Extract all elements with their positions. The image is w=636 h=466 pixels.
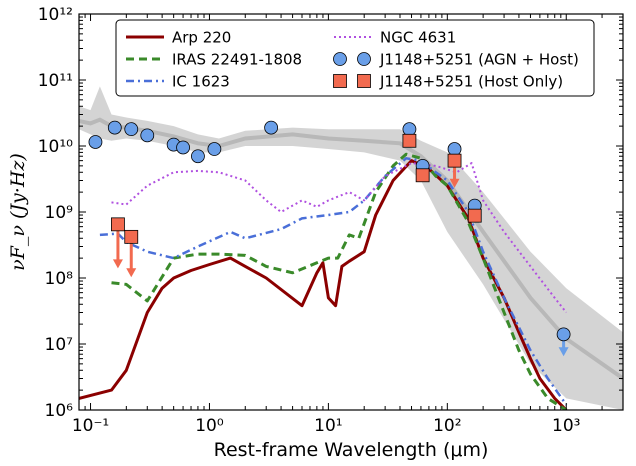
marker-agn-host — [191, 149, 205, 164]
y-tick-label: 10¹⁰ — [38, 137, 73, 157]
marker-agn-host — [176, 140, 190, 155]
series-line-1 — [111, 152, 568, 410]
points-layer — [88, 120, 571, 357]
upper-limit-arrowhead — [558, 347, 569, 357]
x-tick-label: 10² — [433, 416, 461, 436]
marker-agn-host — [124, 122, 139, 137]
legend-box — [115, 19, 595, 97]
y-axis-label: νF_ν (Jy·Hz) — [7, 153, 29, 271]
series-line-3 — [111, 162, 568, 314]
y-tick-label: 10⁷ — [45, 335, 74, 355]
legend-marker-circle — [333, 52, 347, 66]
marker-agn-host — [107, 120, 122, 135]
marker-agn-host — [447, 142, 462, 156]
x-axis-label: Rest-frame Wavelength (μm) — [214, 439, 489, 461]
marker-host-only — [447, 153, 462, 168]
marker-host-only — [124, 229, 139, 244]
y-tick-label: 10¹² — [38, 5, 73, 25]
template-band-layer — [79, 86, 623, 410]
x-tick-label: 10¹ — [314, 416, 342, 436]
marker-host-only — [111, 217, 125, 232]
legend-marker-square — [357, 74, 371, 88]
template-band — [79, 86, 623, 410]
upper-limit-arrowhead — [112, 259, 123, 269]
marker-host-only — [402, 133, 417, 148]
legend: Arp 220 IRAS 22491-1808 IC 1623 NGC 4631 J11… — [115, 19, 595, 97]
y-tick-label: 10⁸ — [45, 269, 74, 289]
legend-marker-circle — [357, 52, 371, 66]
y-tick-label: 10⁹ — [45, 203, 74, 223]
marker-host-only — [467, 208, 482, 223]
axes-layer: 10⁻¹ 10⁰ 10¹ 10² 10³ 10⁶ 10⁷ 10⁸ 10⁹ 10¹⁰ 10¹¹ 10¹² — [38, 5, 624, 436]
legend-label: J1148+5251 (Host Only) — [379, 73, 563, 91]
y-tick-label: 10¹¹ — [38, 71, 73, 91]
y-tick-label: 10⁶ — [45, 401, 74, 421]
marker-agn-host — [402, 122, 417, 137]
legend-label: NGC 4631 — [380, 29, 456, 47]
upper-limit-arrowhead — [126, 268, 137, 278]
legend-label: Arp 220 — [172, 29, 231, 47]
marker-agn-host — [207, 142, 222, 156]
legend-label: IC 1623 — [172, 73, 230, 91]
marker-agn-host — [556, 327, 571, 342]
legend-marker-square — [333, 74, 347, 88]
x-tick-label: 10⁻¹ — [72, 416, 109, 436]
x-tick-label: 10⁰ — [195, 416, 224, 436]
series-line-2 — [99, 157, 568, 406]
upper-limit-arrowhead — [449, 178, 460, 188]
legend-label: J1148+5251 (AGN + Host) — [379, 51, 579, 69]
marker-agn-host — [88, 135, 103, 149]
marker-host-only — [415, 168, 430, 183]
x-tick-label: 10³ — [552, 416, 580, 436]
marker-agn-host — [264, 120, 279, 135]
marker-agn-host — [140, 128, 155, 143]
legend-label: IRAS 22491-1808 — [172, 51, 302, 69]
series-layer — [79, 152, 568, 410]
